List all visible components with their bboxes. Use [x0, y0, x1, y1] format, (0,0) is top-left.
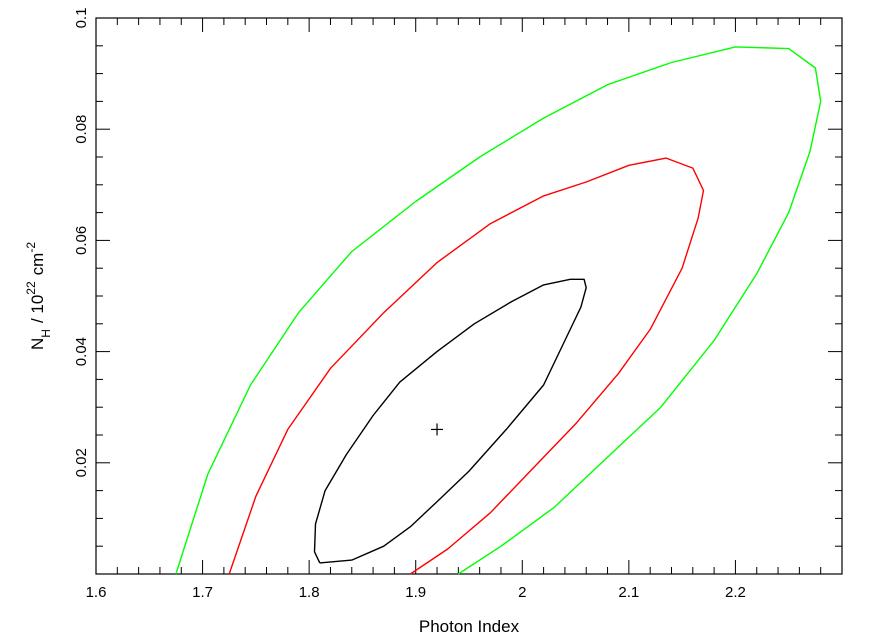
y-axis-title-base-sub: H — [39, 329, 53, 338]
y-tick-label: 0.08 — [73, 115, 90, 144]
y-axis-title-exp: 22 — [24, 281, 38, 295]
contours — [175, 46, 822, 575]
y-axis-title-slash: / 10 — [28, 295, 47, 323]
y-tick-label: 0.1 — [73, 8, 90, 29]
contour-line-3 — [175, 46, 822, 575]
x-axis-title: Photon Index — [419, 617, 520, 636]
tick-labels: 1.6 1.7 1.8 1.9 2 2.1 2.2 0.02 0.04 0.06 0.08 0.1 — [73, 8, 746, 601]
y-tick-label: 0.06 — [73, 226, 90, 255]
x-tick-label: 1.7 — [192, 584, 213, 601]
y-axis-title-unit-exp: -2 — [24, 242, 38, 253]
best-fit-marker — [431, 423, 444, 436]
y-tick-label: 0.02 — [73, 448, 90, 477]
x-tick-label: 2.2 — [725, 584, 746, 601]
tick-marks — [95, 17, 843, 575]
contour-line-1 — [313, 278, 587, 564]
x-tick-label: 1.6 — [86, 584, 107, 601]
y-axis-title-base: N — [28, 338, 47, 350]
y-axis-title-unit: cm — [28, 253, 47, 276]
contour-line-2 — [228, 157, 705, 575]
x-tick-label: 2 — [518, 584, 526, 601]
y-axis-title: NH / 1022 cm-2 — [24, 242, 53, 350]
plot-frame — [95, 17, 843, 575]
y-tick-label: 0.04 — [73, 337, 90, 366]
x-tick-label: 1.9 — [405, 584, 426, 601]
x-tick-label: 2.1 — [618, 584, 639, 601]
x-tick-label: 1.8 — [299, 584, 320, 601]
